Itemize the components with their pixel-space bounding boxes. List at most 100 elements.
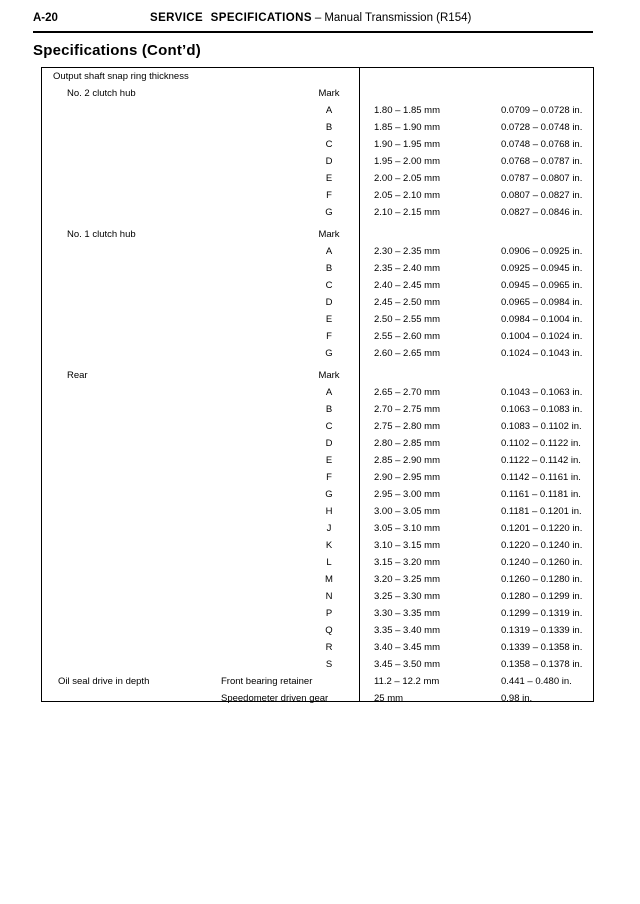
table-row: Output shaft snap ring thickness — [42, 68, 593, 85]
row-imperial-value: 0.0827 – 0.0846 in. — [501, 207, 583, 218]
row-metric-value: 2.35 – 2.40 mm — [374, 263, 441, 274]
table-row: G 2.95 – 3.00 mm 0.1161 – 0.1181 in. — [42, 486, 593, 503]
row-group-label: No. 1 clutch hub — [67, 229, 136, 240]
row-metric-value: 3.40 – 3.45 mm — [374, 642, 441, 653]
row-mark-header: Mark — [318, 88, 340, 99]
row-mark-value: B — [325, 263, 333, 274]
table-row: A 2.65 – 2.70 mm 0.1043 – 0.1063 in. — [42, 384, 593, 401]
row-imperial-value: 0.1339 – 0.1358 in. — [501, 642, 583, 653]
row-imperial-value: 0.1319 – 0.1339 in. — [501, 625, 583, 636]
row-metric-value: 3.35 – 3.40 mm — [374, 625, 441, 636]
row-imperial-value: 0.1260 – 0.1280 in. — [501, 574, 583, 585]
table-row: A 1.80 – 1.85 mm 0.0709 – 0.0728 in. — [42, 102, 593, 119]
row-imperial-value: 0.1142 – 0.1161 in. — [501, 472, 581, 483]
row-mark-value: E — [325, 173, 333, 184]
table-row: A 2.30 – 2.35 mm 0.0906 – 0.0925 in. — [42, 243, 593, 260]
table-row: E 2.85 – 2.90 mm 0.1122 – 0.1142 in. — [42, 452, 593, 469]
table-row: Speedometer driven gear 25 mm 0.98 in. — [42, 690, 593, 707]
row-mark-value: D — [325, 297, 333, 308]
row-mark-header: Mark — [318, 370, 340, 381]
row-mark-value: E — [325, 314, 333, 325]
row-imperial-value: 0.1201 – 0.1220 in. — [501, 523, 583, 534]
row-section-title: Oil seal drive in depth — [58, 676, 150, 687]
row-mark-value: N — [325, 591, 333, 602]
table-row: B 2.70 – 2.75 mm 0.1063 – 0.1083 in. — [42, 401, 593, 418]
table-row: C 2.75 – 2.80 mm 0.1083 – 0.1102 in. — [42, 418, 593, 435]
page-header: A-20 SERVICE SPECIFICATIONS – Manual Trans… — [0, 12, 640, 36]
row-mark-value: J — [326, 523, 332, 534]
row-mark-value: Q — [325, 625, 333, 636]
table-row: D 2.45 – 2.50 mm 0.0965 – 0.0984 in. — [42, 294, 593, 311]
row-mark-value: M — [325, 574, 333, 585]
row-imperial-value: 0.1181 – 0.1201 in. — [501, 506, 582, 517]
row-imperial-value: 0.1102 – 0.1122 in. — [501, 438, 581, 449]
row-metric-value: 2.90 – 2.95 mm — [374, 472, 441, 483]
row-metric-value: 1.95 – 2.00 mm — [374, 156, 441, 167]
row-mark-value: F — [326, 472, 332, 483]
header-divider-rule — [33, 31, 593, 33]
table-row: D 2.80 – 2.85 mm 0.1102 – 0.1122 in. — [42, 435, 593, 452]
table-row: Oil seal drive in depth Front bearing ret… — [42, 673, 593, 690]
row-mark-value: C — [325, 139, 333, 150]
table-row: G 2.60 – 2.65 mm 0.1024 – 0.1043 in. — [42, 345, 593, 362]
table-row: K 3.10 – 3.15 mm 0.1220 – 0.1240 in. — [42, 537, 593, 554]
row-metric-value: 3.30 – 3.35 mm — [374, 608, 441, 619]
row-metric-value: 3.00 – 3.05 mm — [374, 506, 441, 517]
row-mark-value: B — [325, 122, 333, 133]
row-metric-value: 2.00 – 2.05 mm — [374, 173, 441, 184]
row-metric-value: 2.45 – 2.50 mm — [374, 297, 441, 308]
row-imperial-value: 0.1122 – 0.1142 in. — [501, 455, 581, 466]
row-imperial-value: 0.1358 – 0.1378 in. — [501, 659, 583, 670]
row-mark-header: Mark — [318, 229, 340, 240]
row-imperial-value: 0.0787 – 0.0807 in. — [501, 173, 583, 184]
row-mark-value: A — [325, 246, 333, 257]
table-row: P 3.30 – 3.35 mm 0.1299 – 0.1319 in. — [42, 605, 593, 622]
row-mark-value: S — [325, 659, 333, 670]
row-metric-value: 11.2 – 12.2 mm — [374, 676, 440, 687]
row-imperial-value: 0.0945 – 0.0965 in. — [501, 280, 583, 291]
row-metric-value: 3.25 – 3.30 mm — [374, 591, 441, 602]
row-mark-value: G — [325, 348, 333, 359]
row-mark-value: C — [325, 421, 333, 432]
row-mark-value: A — [325, 387, 333, 398]
row-metric-value: 25 mm — [374, 693, 404, 704]
row-imperial-value: 0.1240 – 0.1260 in. — [501, 557, 583, 568]
row-metric-value: 1.80 – 1.85 mm — [374, 105, 441, 116]
row-metric-value: 2.60 – 2.65 mm — [374, 348, 441, 359]
table-row: B 1.85 – 1.90 mm 0.0728 – 0.0748 in. — [42, 119, 593, 136]
table-row: C 2.40 – 2.45 mm 0.0945 – 0.0965 in. — [42, 277, 593, 294]
table-row: E 2.00 – 2.05 mm 0.0787 – 0.0807 in. — [42, 170, 593, 187]
page-title: Specifications (Cont’d) — [33, 42, 201, 59]
table-row: M 3.20 – 3.25 mm 0.1260 – 0.1280 in. — [42, 571, 593, 588]
specifications-table: Output shaft snap ring thickness No. 2 cl… — [41, 67, 594, 704]
table-column-divider — [359, 68, 360, 701]
row-item-label: Front bearing retainer — [221, 676, 313, 687]
page-number: A-20 — [33, 12, 58, 24]
table-row: No. 1 clutch hub Mark — [42, 226, 593, 243]
row-mark-value: K — [325, 540, 333, 551]
row-metric-value: 3.20 – 3.25 mm — [374, 574, 441, 585]
header-title: SERVICE SPECIFICATIONS – Manual Transmissi… — [150, 12, 471, 24]
row-mark-value: F — [326, 190, 332, 201]
row-metric-value: 3.15 – 3.20 mm — [374, 557, 441, 568]
table-row: D 1.95 – 2.00 mm 0.0768 – 0.0787 in. — [42, 153, 593, 170]
row-metric-value: 3.45 – 3.50 mm — [374, 659, 441, 670]
row-mark-value: G — [325, 207, 333, 218]
row-metric-value: 2.10 – 2.15 mm — [374, 207, 441, 218]
table-row: H 3.00 – 3.05 mm 0.1181 – 0.1201 in. — [42, 503, 593, 520]
table-row: J 3.05 – 3.10 mm 0.1201 – 0.1220 in. — [42, 520, 593, 537]
row-metric-value: 2.40 – 2.45 mm — [374, 280, 441, 291]
header-title-light: Manual Transmission (R154) — [324, 12, 472, 24]
row-imperial-value: 0.1083 – 0.1102 in. — [501, 421, 582, 432]
row-imperial-value: 0.1024 – 0.1043 in. — [501, 348, 583, 359]
row-metric-value: 1.85 – 1.90 mm — [374, 122, 441, 133]
header-title-dash: – — [314, 12, 322, 24]
row-mark-value: F — [326, 331, 332, 342]
row-metric-value: 2.50 – 2.55 mm — [374, 314, 441, 325]
table-row: N 3.25 – 3.30 mm 0.1280 – 0.1299 in. — [42, 588, 593, 605]
table-row: C 1.90 – 1.95 mm 0.0748 – 0.0768 in. — [42, 136, 593, 153]
table-row: R 3.40 – 3.45 mm 0.1339 – 0.1358 in. — [42, 639, 593, 656]
row-imperial-value: 0.98 in. — [501, 693, 533, 704]
row-imperial-value: 0.0728 – 0.0748 in. — [501, 122, 583, 133]
row-imperial-value: 0.1220 – 0.1240 in. — [501, 540, 583, 551]
